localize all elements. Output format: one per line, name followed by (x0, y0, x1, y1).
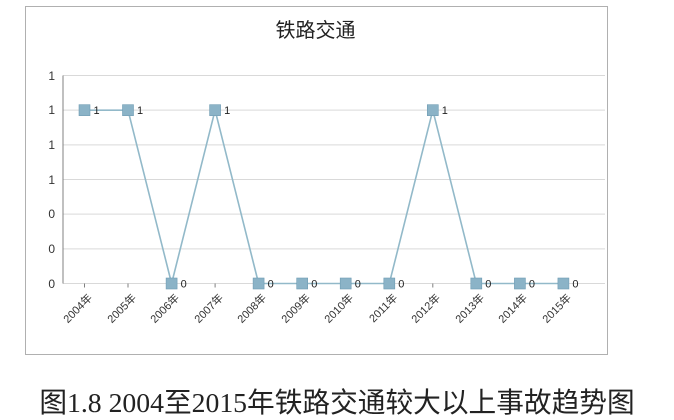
svg-text:0: 0 (572, 279, 578, 291)
svg-text:0: 0 (355, 279, 361, 291)
svg-text:1: 1 (94, 105, 100, 117)
svg-text:1: 1 (137, 105, 143, 117)
svg-text:0: 0 (529, 279, 535, 291)
svg-text:0: 0 (398, 279, 404, 291)
svg-text:0: 0 (268, 279, 274, 291)
svg-text:0: 0 (485, 279, 491, 291)
svg-text:1: 1 (442, 105, 448, 117)
svg-text:0: 0 (181, 279, 187, 291)
svg-text:0: 0 (311, 279, 317, 291)
svg-text:1: 1 (224, 105, 230, 117)
